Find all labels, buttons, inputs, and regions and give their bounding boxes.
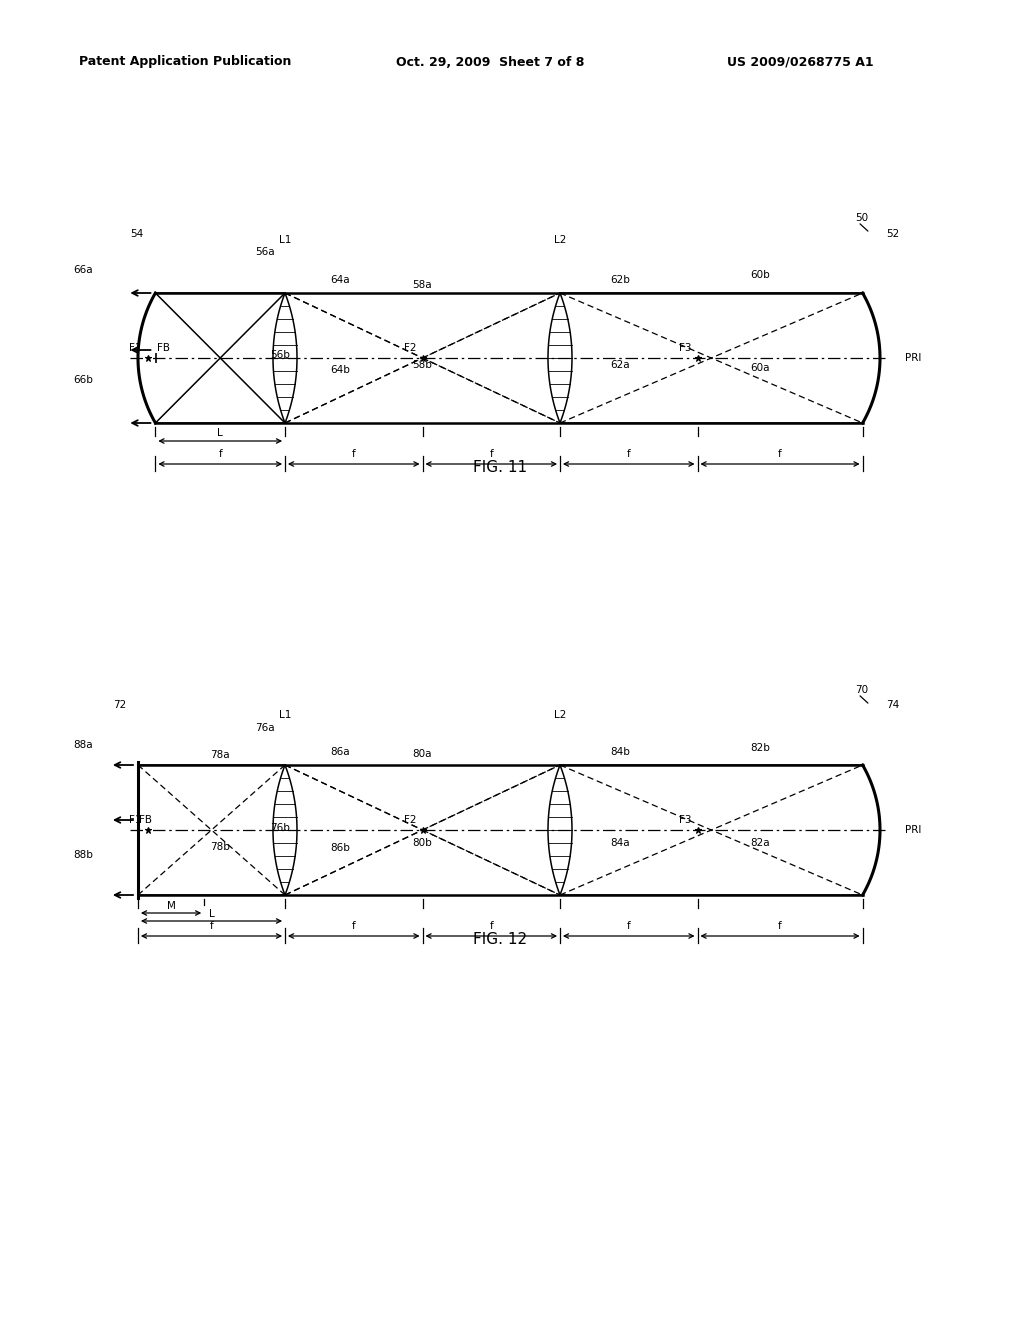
Text: L2: L2 [554,235,566,246]
Text: f: f [210,921,213,931]
Text: L2: L2 [554,710,566,719]
Text: 76a: 76a [255,723,274,733]
Text: PRI: PRI [905,352,922,363]
Text: 76b: 76b [270,822,290,833]
Text: 64a: 64a [330,275,350,285]
Text: 60b: 60b [751,271,770,280]
Text: 58a: 58a [413,280,432,290]
Text: 84a: 84a [610,838,630,847]
Text: L: L [209,909,214,919]
Text: 66a: 66a [73,265,93,275]
Text: f: f [218,449,222,459]
Text: 82a: 82a [751,838,770,847]
Text: 66b: 66b [73,375,93,385]
Text: 78b: 78b [210,842,230,851]
Text: L: L [217,428,223,438]
Text: f: f [352,921,355,931]
Text: L1: L1 [279,710,291,719]
Text: f: f [627,449,631,459]
Text: 86a: 86a [330,747,350,756]
Text: Oct. 29, 2009  Sheet 7 of 8: Oct. 29, 2009 Sheet 7 of 8 [396,55,584,69]
Text: FB: FB [158,343,171,352]
Text: 74: 74 [887,700,900,710]
Text: PRI: PRI [905,825,922,836]
Text: f: f [778,449,782,459]
Text: 88b: 88b [73,850,93,861]
Text: FIG. 11: FIG. 11 [473,461,527,475]
Text: 52: 52 [887,228,900,239]
Text: 80a: 80a [413,748,432,759]
Text: Patent Application Publication: Patent Application Publication [79,55,291,69]
Text: L1: L1 [279,235,291,246]
Text: 84b: 84b [610,747,630,756]
Text: F1: F1 [129,814,141,825]
Text: 72: 72 [114,700,127,710]
Text: 82b: 82b [750,743,770,752]
Text: F1: F1 [129,343,141,352]
Text: 58b: 58b [412,360,432,370]
Text: F2: F2 [404,814,417,825]
Text: f: f [627,921,631,931]
Text: 62b: 62b [610,275,630,285]
Text: FB: FB [138,814,152,825]
Text: 56b: 56b [270,350,290,360]
Text: FIG. 12: FIG. 12 [473,932,527,948]
Text: 50: 50 [855,213,868,223]
Text: 70: 70 [855,685,868,696]
Text: F3: F3 [679,343,692,352]
Text: F3: F3 [679,814,692,825]
Text: 56a: 56a [255,247,274,257]
Text: 62a: 62a [610,360,630,370]
Text: F2: F2 [404,343,417,352]
Text: 64b: 64b [330,366,350,375]
Text: 60a: 60a [751,363,770,374]
Text: f: f [489,921,494,931]
Text: 78a: 78a [210,750,229,760]
Text: f: f [352,449,355,459]
Text: 54: 54 [130,228,143,239]
Text: 80b: 80b [412,838,432,847]
Text: US 2009/0268775 A1: US 2009/0268775 A1 [727,55,873,69]
Text: 86b: 86b [330,843,350,853]
Text: M: M [167,902,175,911]
Text: f: f [778,921,782,931]
Text: f: f [489,449,494,459]
Text: 88a: 88a [73,741,93,750]
